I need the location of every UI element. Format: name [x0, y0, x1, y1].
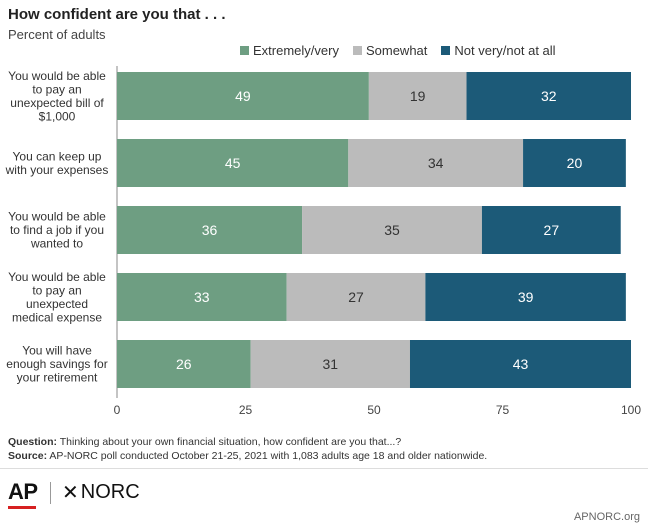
data-label: 36 — [202, 222, 218, 238]
data-label: 19 — [410, 88, 426, 104]
data-label: 49 — [235, 88, 251, 104]
data-label: 45 — [225, 155, 241, 171]
stacked-bar-chart: 49 19 32 You would be able to pay an unexpect… — [5, 66, 641, 417]
x-tick-label: 75 — [496, 403, 510, 417]
data-label: 35 — [384, 222, 400, 238]
legend-swatch — [240, 46, 249, 55]
x-tick-label: 25 — [239, 403, 253, 417]
data-label: 20 — [567, 155, 583, 171]
category-label: You would be able to pay an unexpected medi… — [8, 270, 106, 325]
chart-subtitle: Percent of adults — [8, 27, 106, 42]
credit-link[interactable]: APNORC.org — [573, 511, 640, 523]
bar-segment — [286, 273, 426, 321]
bar-segment — [425, 273, 626, 321]
legend: Extremely/very Somewhat Not very/not at … — [240, 43, 556, 58]
data-label: 26 — [176, 356, 192, 372]
bar-segment — [117, 340, 251, 388]
question-text: Thinking about your own financial situat… — [57, 436, 402, 448]
ap-logo-underline — [8, 506, 36, 509]
data-label: 27 — [348, 289, 364, 305]
category-label: You would be able to find a job if you wan… — [8, 210, 106, 251]
bar-segment — [302, 206, 482, 254]
x-tick-label: 50 — [367, 403, 381, 417]
data-label: 34 — [428, 155, 444, 171]
category-label: You can keep up with your expenses — [5, 149, 109, 177]
source-label: Source: — [8, 450, 48, 462]
legend-label: Somewhat — [365, 43, 428, 58]
category-label: You would be able to pay an unexpected bil… — [8, 69, 106, 124]
bar-segment — [117, 139, 349, 187]
norc-logo: ✕ NORC — [62, 480, 140, 505]
legend-item-extremely-very: Extremely/very — [240, 43, 339, 58]
data-label: 27 — [544, 222, 560, 238]
question-label: Question: — [8, 436, 57, 448]
x-tick-label: 0 — [114, 403, 121, 417]
data-label: 39 — [518, 289, 534, 305]
legend-item-somewhat: Somewhat — [352, 43, 428, 58]
category-label: You will have enough savings for your reti… — [6, 344, 107, 385]
footer-source: Source: AP-NORC poll conducted October 2… — [8, 449, 487, 463]
logo-separator — [50, 482, 51, 504]
ap-logo: AP — [8, 479, 38, 504]
data-label: 32 — [541, 88, 557, 104]
data-label: 43 — [513, 356, 529, 372]
bar-segment — [250, 340, 410, 388]
bar-segment — [466, 72, 631, 120]
footer-question: Question: Thinking about your own financ… — [8, 435, 487, 449]
x-tick-label: 100 — [621, 403, 641, 417]
legend-swatch — [352, 46, 362, 55]
chart-title: How confident are you that . . . — [8, 6, 226, 23]
norc-star-icon: ✕ — [62, 482, 79, 504]
bar-segment — [117, 206, 303, 254]
legend-label: Extremely/very — [253, 43, 339, 58]
data-label: 33 — [194, 289, 210, 305]
legend-item-not-very: Not very/not at all — [441, 43, 556, 58]
footer-divider — [0, 468, 648, 469]
bar-segment — [117, 72, 369, 120]
legend-swatch — [441, 46, 451, 55]
bar-segment — [117, 273, 287, 321]
bar-segment — [368, 72, 467, 120]
bar-segment — [481, 206, 621, 254]
bar-segment — [348, 139, 524, 187]
source-text: AP-NORC poll conducted October 21-25, 20… — [47, 450, 488, 462]
bar-segment — [409, 340, 631, 388]
legend-label: Not very/not at all — [454, 43, 556, 58]
data-label: 31 — [323, 356, 339, 372]
bar-segment — [523, 139, 626, 187]
norc-logo-text: NORC — [80, 481, 140, 503]
chart-footer: Question: Thinking about your own financ… — [8, 435, 487, 463]
